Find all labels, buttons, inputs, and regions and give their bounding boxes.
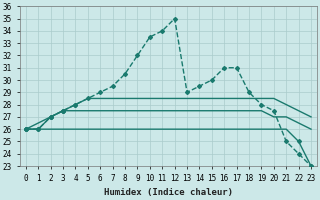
X-axis label: Humidex (Indice chaleur): Humidex (Indice chaleur) (104, 188, 233, 197)
